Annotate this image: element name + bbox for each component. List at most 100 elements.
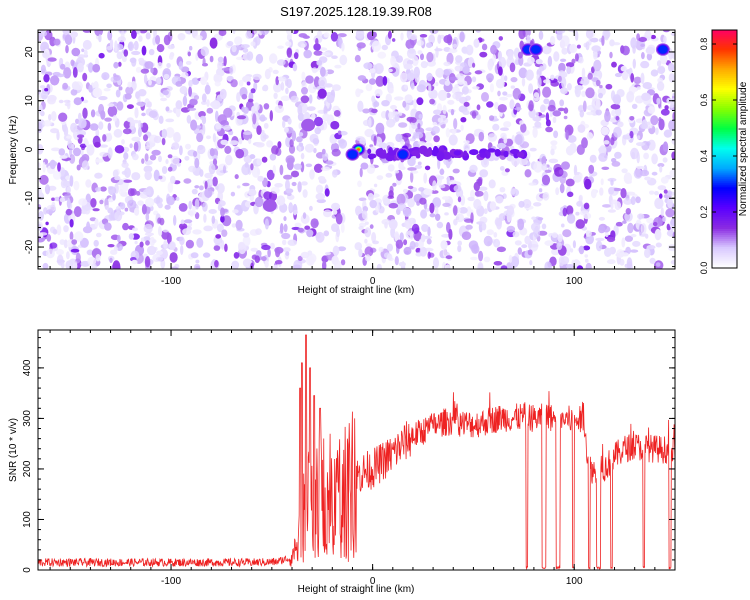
spectrogram-cell: [259, 114, 266, 122]
spectrogram-cell: [436, 221, 444, 229]
spectrogram-cell: [187, 209, 197, 216]
spectrogram-cell: [266, 140, 274, 148]
spectrogram-cell: [269, 110, 273, 122]
spectrogram-cell: [355, 88, 361, 98]
spectrogram-cell: [602, 204, 612, 208]
spectrogram-cell: [277, 76, 287, 82]
spectrogram-cell: [434, 48, 443, 52]
spectrogram-cell: [656, 81, 665, 91]
spectrogram-cell: [193, 263, 201, 269]
spectrogram-cell: [51, 147, 61, 152]
spectrogram-cell: [144, 145, 153, 150]
spectrogram-cell: [409, 240, 416, 250]
spectrogram-cell: [651, 153, 658, 165]
spectrogram-cell: [426, 42, 433, 48]
spectrogram-cell: [255, 53, 264, 64]
spectrogram-cell: [38, 223, 42, 231]
spectrogram-cell: [414, 164, 423, 169]
spectrogram-cell: [209, 37, 218, 49]
spectrogram-cell: [540, 104, 546, 113]
spectrogram-cell: [591, 45, 601, 52]
snr-ytick-label: 100: [22, 511, 33, 528]
spectrogram-cell: [567, 191, 574, 198]
spectrogram-cell: [188, 86, 193, 97]
spectrogram-cell: [166, 63, 171, 68]
spectrogram-cell: [461, 86, 469, 95]
spectrogram-cell: [541, 174, 551, 186]
spectrogram-cell: [305, 75, 314, 84]
spectrogram-cell: [672, 111, 675, 121]
colorbar-segment: [712, 168, 737, 172]
spectrogram-cell: [505, 93, 513, 98]
spectrogram-cell: [507, 50, 514, 61]
spectrogram-cell: [497, 90, 501, 97]
spectrogram-cell: [373, 101, 380, 108]
spectrogram-cell: [234, 174, 239, 180]
spectrogram-cell: [334, 64, 342, 69]
spectrogram-cell: [486, 73, 494, 82]
spectrogram-cell: [264, 68, 271, 80]
colorbar-segment: [712, 45, 737, 49]
spectrogram-cell: [500, 127, 509, 131]
spectrogram-cell: [655, 262, 661, 267]
spectrogram-cell: [98, 121, 104, 130]
spectrogram-cell: [504, 168, 510, 173]
spectrogram-band-cell: [367, 148, 372, 155]
colorbar-segment: [712, 224, 737, 227]
spectrogram-cell: [304, 143, 315, 153]
spectrogram-cell: [615, 221, 623, 227]
spectrogram-cell: [433, 257, 439, 269]
spectrogram-cell: [293, 52, 299, 60]
spectrogram-cell: [604, 247, 612, 257]
spectrogram-cell: [555, 187, 560, 196]
spectrogram-cell: [615, 115, 620, 121]
spectrogram-cell: [563, 115, 568, 120]
spectrogram-cell: [309, 205, 313, 211]
spectrogram-cell: [390, 105, 397, 110]
spectrogram-cell: [623, 172, 633, 184]
spectrogram-cell: [160, 97, 168, 102]
colorbar-segment: [712, 204, 737, 208]
spectrogram-cell: [230, 191, 236, 197]
colorbar-segment: [712, 145, 737, 148]
spectrogram-cell: [72, 67, 78, 78]
spectrogram-cell: [242, 75, 252, 83]
spectrogram-cell: [38, 232, 48, 236]
spectrogram-cell: [663, 189, 668, 194]
spectrogram-cell: [69, 218, 74, 228]
spectrogram-cell: [359, 137, 367, 146]
spectrogram-cell: [310, 218, 319, 229]
spectrogram-cell: [655, 242, 662, 248]
spectrogram-cell: [585, 87, 595, 99]
spectrogram-cell: [660, 108, 670, 116]
spectrogram-cell: [409, 138, 415, 142]
colorbar-segment: [712, 73, 737, 77]
colorbar-tick-label: 0.0: [699, 262, 709, 275]
spectrogram-cell: [229, 65, 234, 75]
spectrogram-cell: [131, 172, 141, 181]
spectrogram-cell: [235, 219, 243, 231]
spectrogram-cell: [58, 148, 66, 156]
spectrogram-cell: [341, 42, 345, 52]
spectrogram-cell: [620, 188, 627, 199]
spectrogram-cell: [650, 69, 659, 77]
colorbar-segment: [712, 107, 737, 110]
spectrogram-cell: [398, 112, 403, 116]
spectrogram-cell: [99, 199, 104, 205]
spectrogram-cell: [135, 66, 142, 73]
colorbar-segment: [712, 137, 737, 140]
spectrogram-cell: [649, 257, 656, 264]
spectrogram-cell: [489, 201, 497, 211]
spectrogram-cell: [528, 100, 534, 112]
spectrogram-cell: [457, 245, 462, 253]
spectrogram-cell: [355, 205, 362, 216]
spectrogram-cell: [124, 207, 129, 212]
spectrogram-cell: [428, 83, 432, 95]
spectrogram-cell: [442, 247, 447, 258]
spectrogram-band-cell: [453, 150, 462, 156]
spectrogram-cell: [449, 179, 457, 185]
spectrogram-cell: [317, 88, 327, 99]
spectrogram-cell: [95, 158, 105, 163]
spectrogram-cell: [286, 30, 295, 36]
spectrogram-cell: [180, 107, 191, 113]
